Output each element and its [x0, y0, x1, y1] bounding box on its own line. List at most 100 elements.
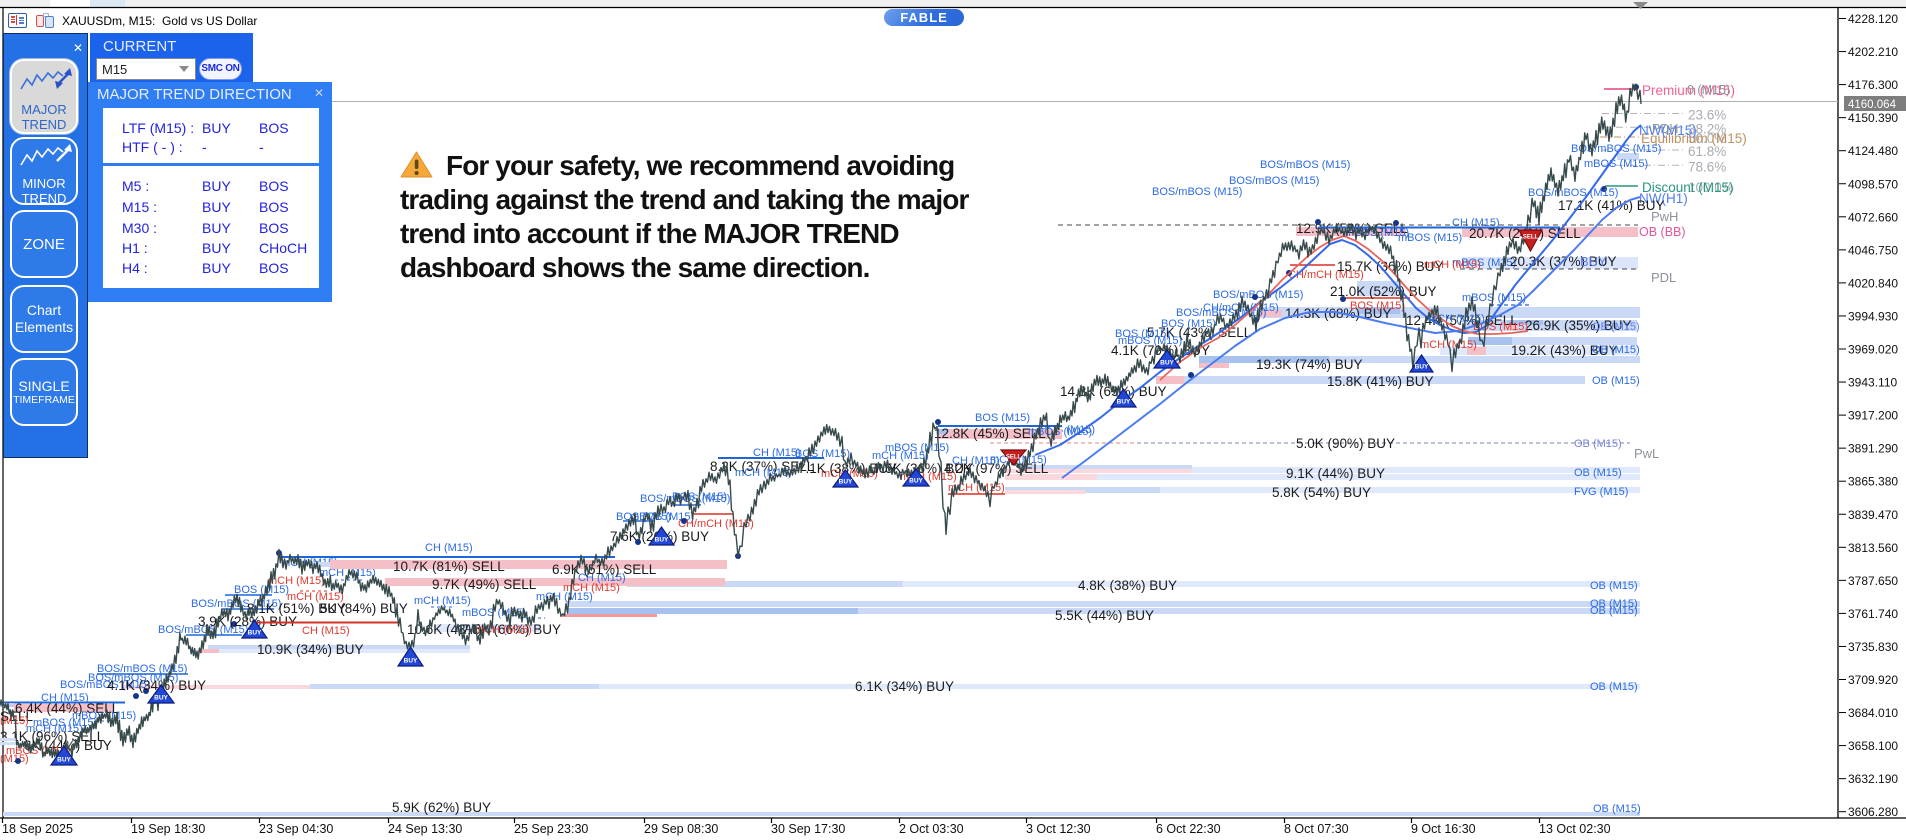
svg-text:SELL: SELL	[1006, 455, 1022, 461]
svg-text:6 Oct 22:30: 6 Oct 22:30	[1156, 822, 1221, 836]
svg-text:CH (M15): CH (M15)	[753, 447, 801, 459]
svg-text:10.7K (81%) SELL: 10.7K (81%) SELL	[393, 559, 505, 574]
svg-text:BOS (M15): BOS (M15)	[1115, 328, 1170, 340]
svg-text:4124.480: 4124.480	[1848, 144, 1898, 158]
svg-text:2 Oct 03:30: 2 Oct 03:30	[899, 822, 964, 836]
svg-text:3994.930: 3994.930	[1848, 309, 1898, 323]
svg-text:BOS (M15): BOS (M15)	[975, 412, 1030, 424]
svg-text:BUY: BUY	[1117, 399, 1131, 406]
svg-text:mCH (M15): mCH (M15)	[872, 450, 929, 462]
svg-text:CH (M15): CH (M15)	[302, 625, 350, 637]
svg-text:19.2K (43%) BUY: 19.2K (43%) BUY	[1511, 343, 1618, 358]
svg-text:mCH (M15): mCH (M15)	[948, 482, 1005, 494]
svg-text:15.7K (36%) BUY: 15.7K (36%) BUY	[1337, 259, 1444, 274]
svg-text:3813.560: 3813.560	[1848, 541, 1898, 555]
svg-text:6.4K (44%) SELL: 6.4K (44%) SELL	[15, 701, 120, 716]
svg-text:BUY: BUY	[1415, 364, 1429, 371]
svg-text:OB (BB): OB (BB)	[1639, 225, 1686, 239]
svg-text:5K (84%) BUY: 5K (84%) BUY	[320, 601, 408, 616]
svg-text:25 Sep 23:30: 25 Sep 23:30	[514, 822, 588, 836]
svg-text:BOS/mBOS (M15): BOS/mBOS (M15)	[97, 663, 187, 675]
svg-text:(M15): (M15)	[0, 753, 29, 765]
svg-text:BUY: BUY	[1160, 360, 1174, 367]
svg-text:3943.110: 3943.110	[1848, 376, 1897, 390]
svg-text:NW(H1): NW(H1)	[1639, 191, 1688, 206]
svg-text:PwH: PwH	[1651, 209, 1678, 224]
svg-text:OB (M15): OB (M15)	[1592, 321, 1640, 333]
svg-text:17.1K (41%) BUY: 17.1K (41%) BUY	[1558, 198, 1665, 213]
svg-text:5.5K (44%) BUY: 5.5K (44%) BUY	[1055, 608, 1154, 623]
svg-text:mBOS (M15): mBOS (M15)	[1452, 257, 1516, 269]
svg-text:SELL: SELL	[1523, 235, 1539, 241]
svg-text:mCH (M15): mCH (M15)	[268, 575, 325, 587]
svg-text:CH (M15): CH (M15)	[952, 455, 1000, 467]
svg-text:CH/mCH (M15): CH/mCH (M15)	[678, 518, 754, 530]
svg-text:24 Sep 13:30: 24 Sep 13:30	[388, 822, 462, 836]
svg-text:CH (M15): CH (M15)	[578, 572, 626, 584]
svg-text:3917.200: 3917.200	[1848, 409, 1898, 423]
svg-text:CH (M15): CH (M15)	[1452, 217, 1500, 229]
svg-text:mBOS (M15): mBOS (M15)	[1584, 158, 1648, 170]
svg-text:3969.020: 3969.020	[1848, 343, 1898, 357]
svg-text:4098.570: 4098.570	[1848, 177, 1898, 191]
svg-text:38.2%: 38.2%	[1688, 121, 1726, 136]
svg-text:4176.300: 4176.300	[1848, 78, 1898, 92]
svg-text:4160.064: 4160.064	[1848, 99, 1897, 111]
svg-text:3606.280: 3606.280	[1848, 805, 1898, 819]
svg-text:BUY: BUY	[839, 479, 853, 486]
svg-text:BOS (M15): BOS (M15)	[234, 584, 289, 596]
svg-text:18 Sep 2025: 18 Sep 2025	[2, 822, 73, 836]
svg-text:5.9K (62%) BUY: 5.9K (62%) BUY	[392, 800, 491, 815]
svg-text:3839.470: 3839.470	[1848, 508, 1898, 522]
svg-text:mCH (M15): mCH (M15)	[1424, 259, 1481, 271]
svg-text:PwL: PwL	[1634, 446, 1659, 461]
svg-text:BOS/mBOS (M15): BOS/mBOS (M15)	[1213, 289, 1303, 301]
svg-text:9.7K (49%) SELL: 9.7K (49%) SELL	[432, 577, 537, 592]
svg-text:15.8K (41%) BUY: 15.8K (41%) BUY	[1327, 374, 1434, 389]
svg-text:BOS (M15): BOS (M15)	[1161, 318, 1216, 330]
svg-text:61.8%: 61.8%	[1688, 144, 1726, 159]
svg-text:8.2K (37%) SELL: 8.2K (37%) SELL	[710, 459, 815, 474]
svg-text:3787.650: 3787.650	[1848, 574, 1898, 588]
svg-text:CH/mCH (M15): CH/mCH (M15)	[1288, 269, 1364, 281]
svg-text:13 Oct 02:30: 13 Oct 02:30	[1539, 822, 1611, 836]
svg-text:4072.660: 4072.660	[1848, 210, 1898, 224]
svg-text:78.6%: 78.6%	[1688, 159, 1726, 174]
svg-text:3891.290: 3891.290	[1848, 442, 1898, 456]
svg-text:5.0K (90%) BUY: 5.0K (90%) BUY	[1296, 436, 1395, 451]
svg-text:mCH (M15): mCH (M15)	[319, 567, 376, 579]
svg-text:4150.390: 4150.390	[1848, 111, 1898, 125]
svg-text:3761.740: 3761.740	[1848, 607, 1898, 621]
svg-text:mCH (M15): mCH (M15)	[287, 591, 344, 603]
svg-text:29 Sep 08:30: 29 Sep 08:30	[644, 822, 718, 836]
svg-text:mBOS (M15): mBOS (M15)	[1118, 335, 1182, 347]
svg-text:6.1K (34%) BUY: 6.1K (34%) BUY	[855, 679, 954, 694]
svg-text:BUY: BUY	[154, 695, 168, 702]
svg-text:mCH (M15): mCH (M15)	[414, 595, 471, 607]
svg-text:10.9K (34%) BUY: 10.9K (34%) BUY	[257, 642, 364, 657]
svg-text:21.0K (52%) BUY: 21.0K (52%) BUY	[1330, 284, 1437, 299]
svg-text:4228.120: 4228.120	[1848, 12, 1898, 26]
svg-text:BUY: BUY	[57, 757, 71, 764]
svg-text:BOS/mBOS (M15): BOS/mBOS (M15)	[60, 679, 150, 691]
svg-text:OB (M15): OB (M15)	[1574, 467, 1622, 479]
svg-text:8.1K (51%) BUY: 8.1K (51%) BUY	[247, 601, 346, 616]
svg-text:4020.840: 4020.840	[1848, 276, 1898, 290]
svg-text:OB (M15): OB (M15)	[1590, 580, 1638, 592]
svg-text:4.8K (38%) BUY: 4.8K (38%) BUY	[1078, 578, 1177, 593]
svg-text:Equilibrium (M15): Equilibrium (M15)	[1641, 131, 1747, 146]
svg-text:23.6%: 23.6%	[1688, 108, 1726, 123]
svg-text:mBOS (M15): mBOS (M15)	[462, 607, 526, 619]
svg-text:BOS/mBOS (M15): BOS/mBOS (M15)	[1229, 175, 1319, 187]
svg-text:Discount (M15): Discount (M15)	[1642, 180, 1734, 195]
svg-text:BOS/mBOS (M15): BOS/mBOS (M15)	[1260, 159, 1350, 171]
svg-text:3658.100: 3658.100	[1848, 739, 1898, 753]
svg-text:12.4K (57%) SELL: 12.4K (57%) SELL	[1406, 313, 1518, 328]
svg-text:19.3K (74%) BUY: 19.3K (74%) BUY	[1256, 357, 1363, 372]
svg-text:8 Oct 07:30: 8 Oct 07:30	[1284, 822, 1349, 836]
svg-text:mCH (M15): mCH (M15)	[26, 723, 83, 735]
svg-text:9.1K (44%) BUY: 9.1K (44%) BUY	[1286, 466, 1385, 481]
svg-text:mBOS (M15): mBOS (M15)	[33, 717, 97, 729]
svg-text:OB (M15): OB (M15)	[1590, 598, 1638, 610]
svg-text:BOS/mBOS (M15): BOS/mBOS (M15)	[1152, 186, 1242, 198]
